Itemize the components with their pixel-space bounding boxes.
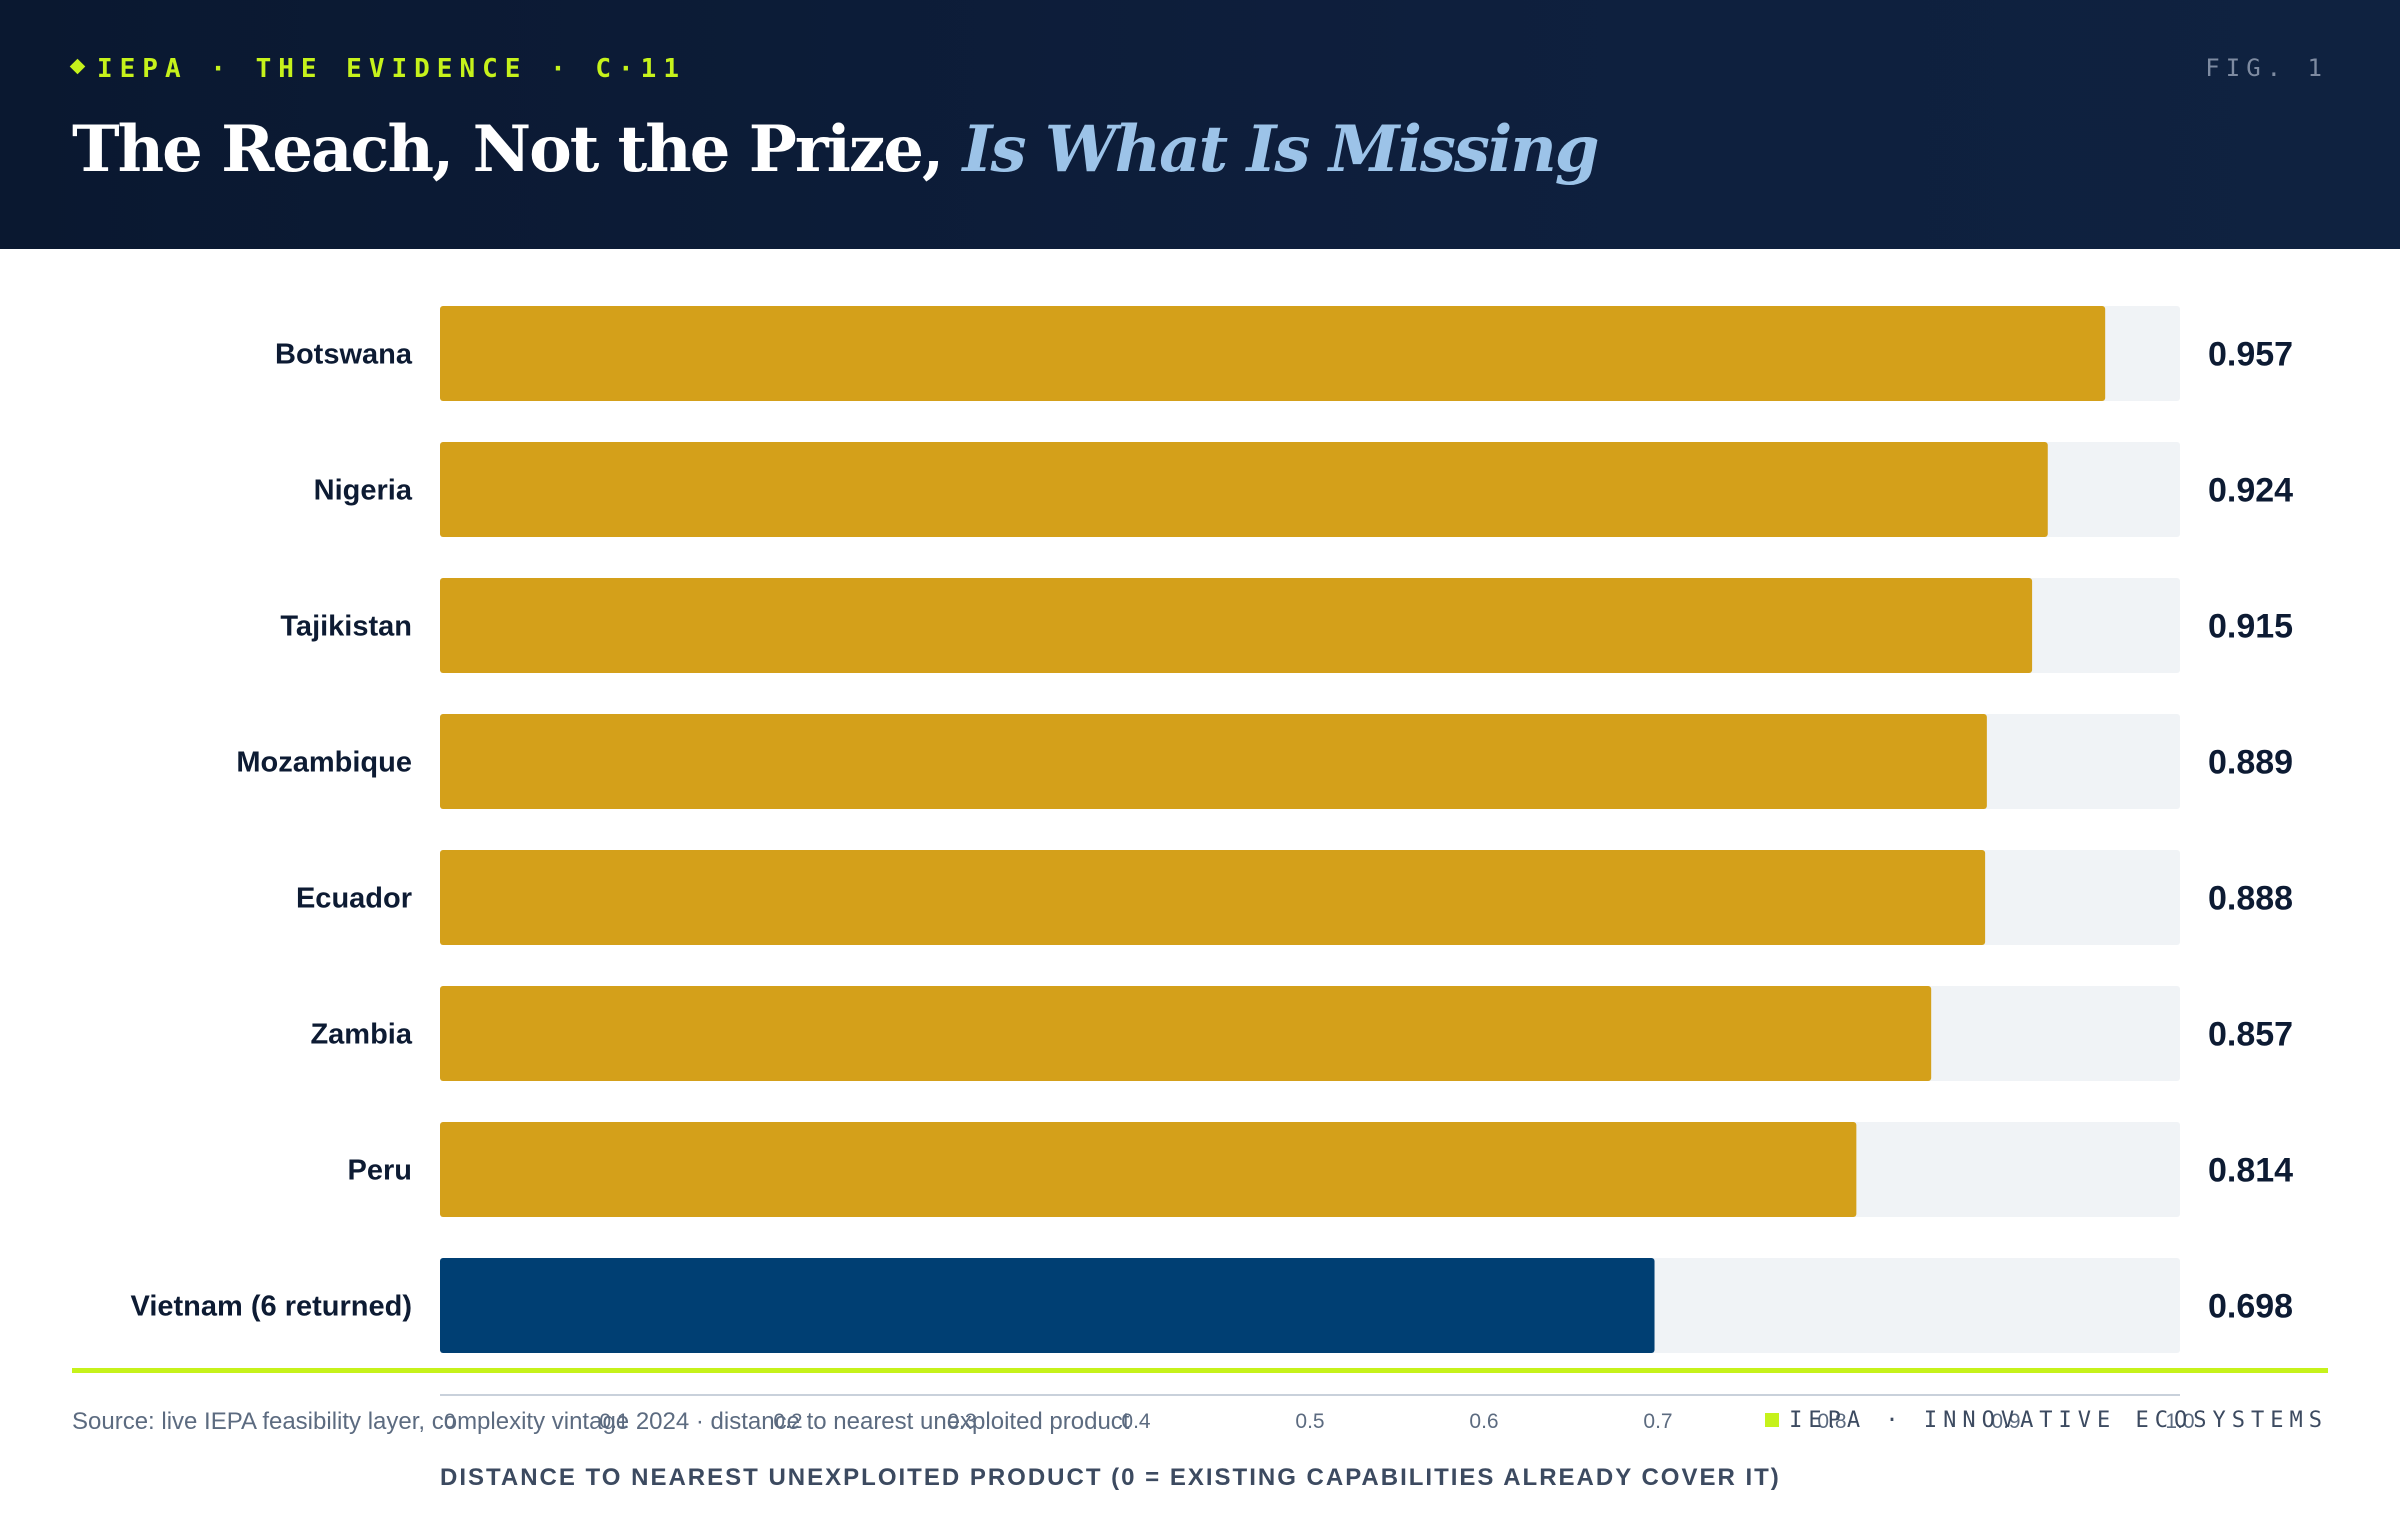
x-tick-label: 0.3 <box>947 1410 976 1433</box>
category-label-botswana: Botswana <box>275 339 413 371</box>
bar-peru <box>440 1122 1857 1217</box>
diamond-icon <box>69 58 86 75</box>
category-label-zambia: Zambia <box>310 1019 412 1051</box>
bar-ecuador <box>440 850 1986 945</box>
category-label-mozambique: Mozambique <box>236 747 412 779</box>
axis-layer: 0 0.1 0.2 0.3 0.4 0.5 0.6 0.7 0.8 0.9 1.0 <box>440 1394 2195 1433</box>
value-label-nigeria: 0.924 <box>2208 472 2293 510</box>
value-label-ecuador: 0.888 <box>2208 880 2293 918</box>
value-label-peru: 0.814 <box>2208 1152 2293 1190</box>
x-axis-title: DISTANCE TO NEAREST UNEXPLOITED PRODUCT … <box>440 1464 1781 1491</box>
bar-mozambique <box>440 714 1987 809</box>
bar-chart: 0 0.1 0.2 0.3 0.4 0.5 0.6 0.7 0.8 0.9 1.0 Botswana… <box>131 306 2293 1491</box>
x-tick-label: 0.2 <box>773 1410 802 1433</box>
x-tick-label: 0.6 <box>1469 1410 1498 1433</box>
value-label-zambia: 0.857 <box>2208 1016 2293 1054</box>
category-label-peru: Peru <box>348 1155 412 1187</box>
bar-nigeria <box>440 442 2048 537</box>
bar-botswana <box>440 306 2106 401</box>
x-tick-label: 0 <box>444 1410 456 1433</box>
x-tick-label: 0.7 <box>1643 1410 1672 1433</box>
title-accent: Is What Is Missing <box>962 112 1600 187</box>
footer-rule <box>72 1368 2328 1373</box>
brand-text: IEPA · INNOVATIVE ECOSYSTEMS <box>1789 1408 2328 1433</box>
value-label-vietnam-6-returned: 0.698 <box>2208 1288 2293 1326</box>
bars-layer: Botswana 0.957 Nigeria 0.924 Tajikistan 0.915… <box>131 306 2293 1353</box>
category-label-nigeria: Nigeria <box>314 475 413 507</box>
category-label-ecuador: Ecuador <box>296 883 412 915</box>
chart-title: The Reach, Not the Prize, Is What Is Mis… <box>72 112 1600 187</box>
category-label-vietnam-6-returned: Vietnam (6 returned) <box>131 1291 412 1323</box>
value-label-botswana: 0.957 <box>2208 336 2293 374</box>
bar-zambia <box>440 986 1932 1081</box>
kicker: IEPA · THE EVIDENCE · C·11 <box>69 54 686 84</box>
value-label-tajikistan: 0.915 <box>2208 608 2293 646</box>
x-tick-label: 0.9 <box>1991 1410 2020 1433</box>
category-label-tajikistan: Tajikistan <box>280 611 412 643</box>
x-tick-label: 0.8 <box>1817 1410 1846 1433</box>
brand-mark: IEPA · INNOVATIVE ECOSYSTEMS <box>1765 1408 2328 1433</box>
brand-square-icon <box>1765 1413 1780 1427</box>
figure-label: FIG. 1 <box>2205 54 2328 82</box>
x-tick-label: 1.0 <box>2165 1410 2194 1433</box>
kicker-text: IEPA · THE EVIDENCE · C·11 <box>97 54 686 84</box>
title-main: The Reach, Not the Prize, <box>72 112 944 187</box>
header: IEPA · THE EVIDENCE · C·11 FIG. 1 The Re… <box>0 0 2400 249</box>
x-tick-label: 0.5 <box>1295 1410 1324 1433</box>
value-label-mozambique: 0.889 <box>2208 744 2293 782</box>
bar-tajikistan <box>440 578 2033 673</box>
x-tick-label: 0.1 <box>599 1410 628 1433</box>
x-tick-label: 0.4 <box>1121 1410 1151 1433</box>
source-note: Source: live IEPA feasibility layer, com… <box>72 1408 1130 1435</box>
bar-vietnam-6-returned <box>440 1258 1655 1353</box>
